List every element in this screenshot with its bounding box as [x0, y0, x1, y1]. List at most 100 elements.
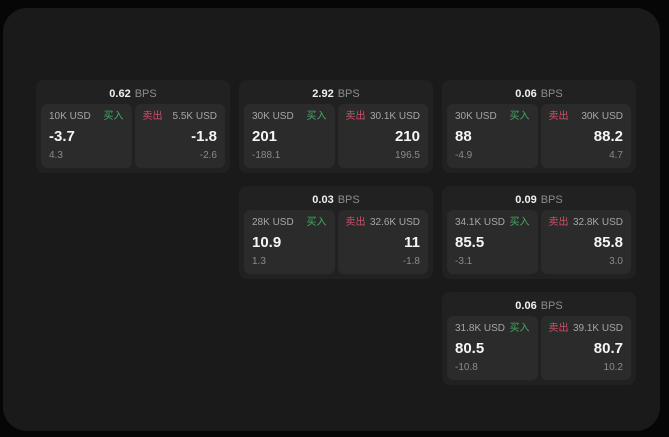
- bps-header: 2.92 BPS: [244, 83, 428, 104]
- buy-side-label: 买入: [509, 323, 530, 334]
- quote-panels: 34.1K USD 买入 85.5 -3.1 卖出 32.8K USD 85.8…: [447, 210, 631, 274]
- sell-side-label: 卖出: [142, 111, 163, 122]
- bps-quote-card: 0.06 BPS 30K USD 买入 88 -4.9 卖出 30K USD 8…: [442, 80, 636, 173]
- buy-change: -188.1: [252, 150, 281, 161]
- bps-unit-label: BPS: [540, 87, 563, 100]
- sell-change: 196.5: [394, 150, 420, 161]
- bps-header: 0.62 BPS: [41, 83, 225, 104]
- sell-change: 3.0: [609, 256, 623, 267]
- buy-side-label: 买入: [306, 111, 327, 122]
- bps-header: 0.09 BPS: [447, 189, 631, 210]
- buy-amount: 28K USD: [252, 217, 294, 228]
- sell-price: 85.8: [593, 234, 623, 251]
- sell-panel[interactable]: 卖出 39.1K USD 80.7 10.2: [540, 316, 631, 380]
- bps-unit-label: BPS: [134, 87, 157, 100]
- sell-panel[interactable]: 卖出 32.6K USD 11 -1.8: [337, 210, 428, 274]
- sell-panel[interactable]: 卖出 32.8K USD 85.8 3.0: [540, 210, 631, 274]
- sell-amount: 32.8K USD: [572, 217, 623, 228]
- buy-change: -3.1: [455, 256, 473, 267]
- buy-panel[interactable]: 30K USD 买入 88 -4.9: [447, 104, 538, 168]
- bps-header: 0.03 BPS: [244, 189, 428, 210]
- bps-unit-label: BPS: [540, 193, 563, 206]
- buy-amount: 30K USD: [252, 111, 294, 122]
- sell-amount: 32.6K USD: [369, 217, 420, 228]
- buy-change: 1.3: [252, 256, 266, 267]
- buy-price: 201: [252, 128, 278, 145]
- buy-panel[interactable]: 30K USD 买入 201 -188.1: [244, 104, 335, 168]
- buy-panel-top: 31.8K USD 买入: [455, 324, 530, 334]
- app-window: 0.62 BPS 10K USD 买入 -3.7 4.3 卖出 5.5K USD…: [3, 8, 660, 431]
- buy-change: -10.8: [455, 362, 478, 373]
- sell-amount: 30K USD: [581, 111, 623, 122]
- bps-unit-label: BPS: [337, 87, 360, 100]
- sell-panel-top: 卖出 39.1K USD: [549, 324, 624, 334]
- sell-panel[interactable]: 卖出 30.1K USD 210 196.5: [337, 104, 428, 168]
- buy-panel[interactable]: 31.8K USD 买入 80.5 -10.8: [447, 316, 538, 380]
- bps-unit-label: BPS: [540, 299, 563, 312]
- sell-panel-top: 卖出 32.6K USD: [346, 218, 421, 228]
- bps-quote-card: 0.09 BPS 34.1K USD 买入 85.5 -3.1 卖出 32.8K…: [442, 186, 636, 279]
- bps-value: 0.62: [109, 87, 131, 100]
- sell-amount: 5.5K USD: [172, 111, 217, 122]
- sell-panel[interactable]: 卖出 5.5K USD -1.8 -2.6: [134, 104, 225, 168]
- buy-side-label: 买入: [509, 111, 530, 122]
- sell-change: -2.6: [199, 150, 217, 161]
- quote-panels: 30K USD 买入 88 -4.9 卖出 30K USD 88.2 4.7: [447, 104, 631, 168]
- buy-amount: 10K USD: [49, 111, 91, 122]
- sell-amount: 39.1K USD: [572, 323, 623, 334]
- buy-change: -4.9: [455, 150, 473, 161]
- buy-price: 88: [455, 128, 472, 145]
- sell-side-label: 卖出: [548, 217, 569, 228]
- buy-amount: 34.1K USD: [455, 217, 506, 228]
- bps-value: 0.06: [515, 299, 537, 312]
- sell-side-label: 卖出: [345, 217, 366, 228]
- bps-value: 0.06: [515, 87, 537, 100]
- bps-unit-label: BPS: [337, 193, 360, 206]
- sell-side-label: 卖出: [548, 111, 569, 122]
- quote-panels: 10K USD 买入 -3.7 4.3 卖出 5.5K USD -1.8 -2.…: [41, 104, 225, 168]
- sell-price: 11: [404, 234, 420, 251]
- sell-price: -1.8: [191, 128, 217, 145]
- bps-value: 0.03: [312, 193, 334, 206]
- buy-panel-top: 28K USD 买入: [252, 218, 327, 228]
- buy-panel[interactable]: 28K USD 买入 10.9 1.3: [244, 210, 335, 274]
- bps-quote-card: 0.03 BPS 28K USD 买入 10.9 1.3 卖出 32.6K US…: [239, 186, 433, 279]
- buy-panel-top: 10K USD 买入: [49, 112, 124, 122]
- buy-panel[interactable]: 34.1K USD 买入 85.5 -3.1: [447, 210, 538, 274]
- buy-panel[interactable]: 10K USD 买入 -3.7 4.3: [41, 104, 132, 168]
- bps-quote-card: 0.62 BPS 10K USD 买入 -3.7 4.3 卖出 5.5K USD…: [36, 80, 230, 173]
- buy-amount: 30K USD: [455, 111, 497, 122]
- bps-header: 0.06 BPS: [447, 83, 631, 104]
- sell-panel-top: 卖出 30.1K USD: [346, 112, 421, 122]
- quote-panels: 31.8K USD 买入 80.5 -10.8 卖出 39.1K USD 80.…: [447, 316, 631, 380]
- sell-change: 10.2: [603, 362, 623, 373]
- sell-panel-top: 卖出 32.8K USD: [549, 218, 624, 228]
- buy-side-label: 买入: [306, 217, 327, 228]
- buy-price: 80.5: [455, 340, 485, 357]
- sell-side-label: 卖出: [548, 323, 569, 334]
- buy-price: -3.7: [49, 128, 75, 145]
- sell-panel[interactable]: 卖出 30K USD 88.2 4.7: [540, 104, 631, 168]
- sell-panel-top: 卖出 5.5K USD: [143, 112, 218, 122]
- bps-value: 2.92: [312, 87, 334, 100]
- sell-panel-top: 卖出 30K USD: [549, 112, 624, 122]
- sell-amount: 30.1K USD: [369, 111, 420, 122]
- buy-panel-top: 34.1K USD 买入: [455, 218, 530, 228]
- sell-side-label: 卖出: [345, 111, 366, 122]
- buy-price: 85.5: [455, 234, 485, 251]
- buy-price: 10.9: [252, 234, 282, 251]
- quote-panels: 28K USD 买入 10.9 1.3 卖出 32.6K USD 11 -1.8: [244, 210, 428, 274]
- buy-side-label: 买入: [509, 217, 530, 228]
- buy-panel-top: 30K USD 买入: [252, 112, 327, 122]
- sell-change: -1.8: [402, 256, 420, 267]
- quote-panels: 30K USD 买入 201 -188.1 卖出 30.1K USD 210 1…: [244, 104, 428, 168]
- bps-quote-card: 0.06 BPS 31.8K USD 买入 80.5 -10.8 卖出 39.1…: [442, 292, 636, 385]
- buy-panel-top: 30K USD 买入: [455, 112, 530, 122]
- sell-price: 88.2: [593, 128, 623, 145]
- buy-change: 4.3: [49, 150, 63, 161]
- bps-value: 0.09: [515, 193, 537, 206]
- sell-price: 210: [394, 128, 420, 145]
- quote-card-grid: 0.62 BPS 10K USD 买入 -3.7 4.3 卖出 5.5K USD…: [36, 80, 636, 385]
- sell-change: 4.7: [609, 150, 623, 161]
- bps-header: 0.06 BPS: [447, 295, 631, 316]
